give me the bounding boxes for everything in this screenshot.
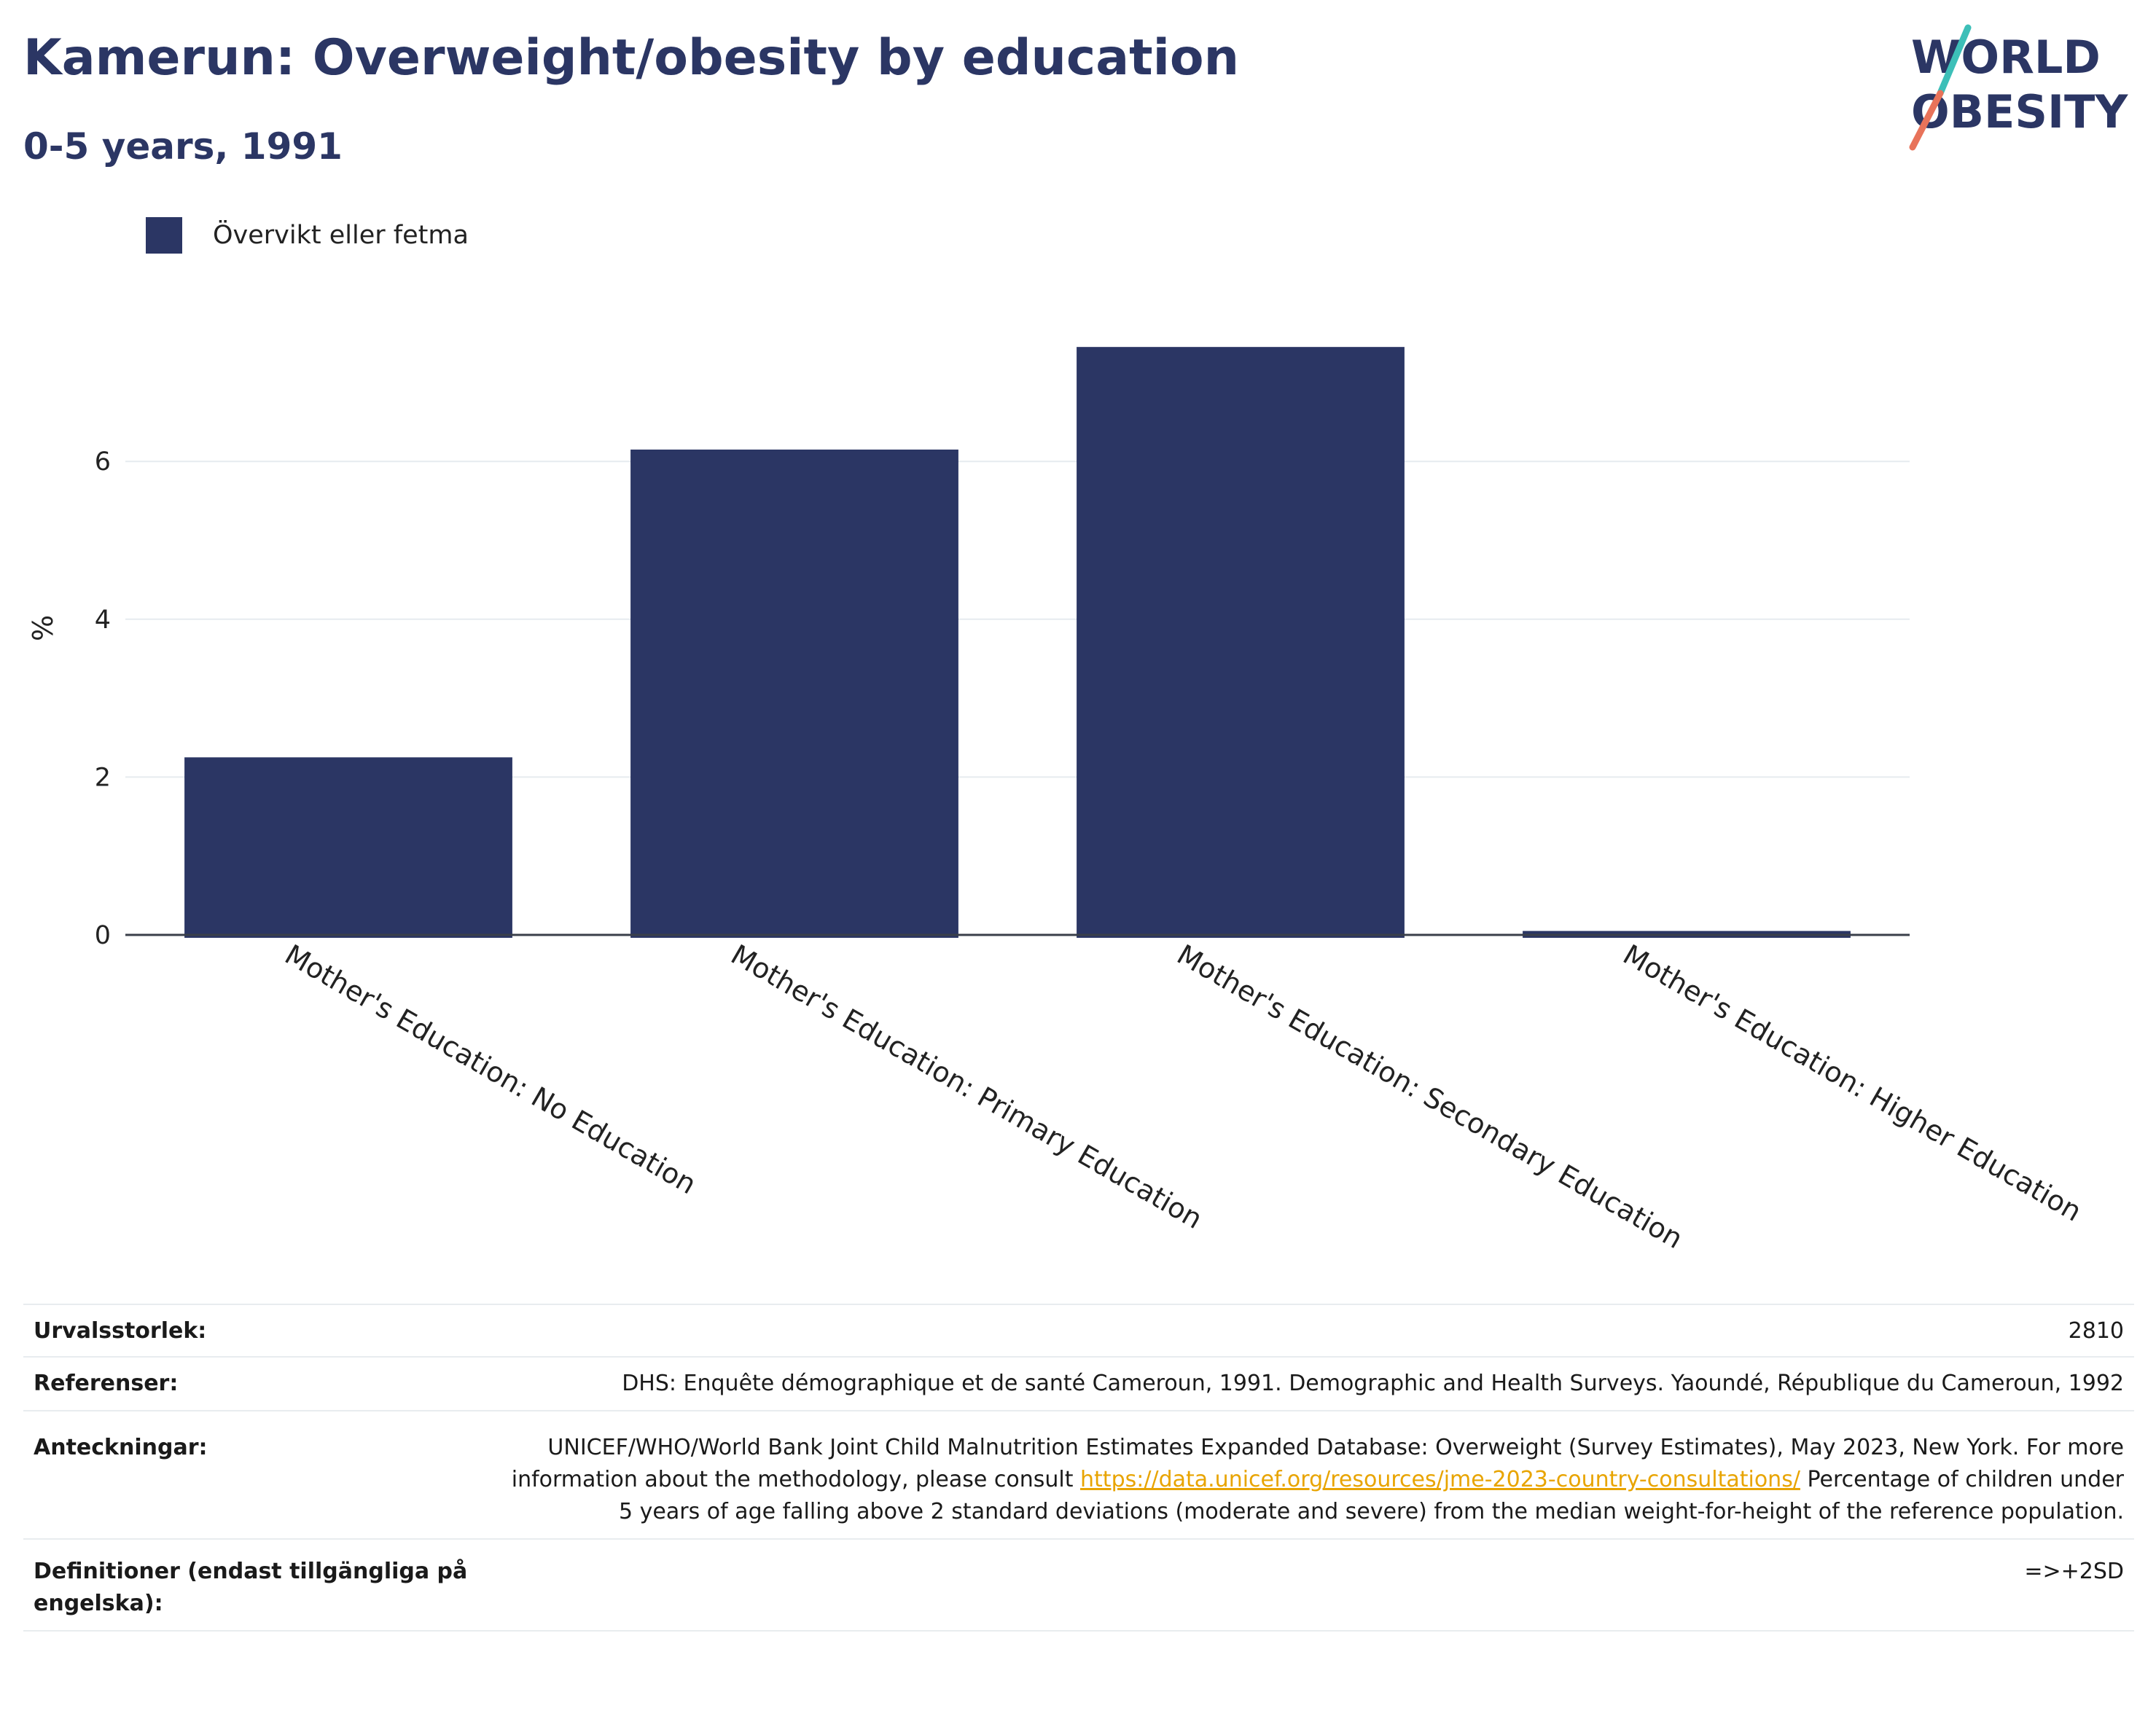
references-row: Referenser: DHS: Enquête démographique e… (23, 1358, 2134, 1411)
definitions-label: Definitioner (endast tillgängliga på eng… (34, 1559, 468, 1616)
page-subtitle: 0-5 years, 1991 (23, 125, 343, 168)
sample-size-value: 2810 (2068, 1318, 2124, 1344)
chart-legend: Övervikt eller fetma (146, 216, 469, 255)
references-value: DHS: Enquête démographique et de santé C… (622, 1371, 2124, 1396)
notes-row: Anteckningar: UNICEF/WHO/World Bank Join… (23, 1411, 2134, 1540)
x-tick-label: Mother's Education: Higher Education (1618, 939, 2087, 1228)
y-tick-label: 4 (95, 606, 111, 635)
sample-size-row: Urvalsstorlek: 2810 (23, 1305, 2134, 1358)
bar (630, 449, 958, 938)
x-tick-label: Mother's Education: No Education (280, 939, 702, 1201)
x-tick-label: Mother's Education: Primary Education (726, 939, 1208, 1235)
y-tick-label: 2 (95, 763, 111, 792)
logo-slash-coral (1909, 90, 1944, 151)
logo-slash-teal (1937, 24, 1972, 97)
bar (184, 757, 512, 938)
legend-label: Övervikt eller fetma (213, 221, 469, 250)
notes-text: UNICEF/WHO/World Bank Joint Child Malnut… (511, 1435, 2124, 1492)
y-tick-label: 6 (95, 447, 111, 477)
sample-size-label: Urvalsstorlek: (34, 1318, 207, 1344)
logo-word-world: WORLD (1911, 31, 2101, 84)
bar (1077, 347, 1405, 938)
references-label: Referenser: (34, 1371, 179, 1396)
legend-swatch (146, 217, 182, 254)
definitions-row: Definitioner (endast tillgängliga på eng… (23, 1540, 2134, 1632)
info-table: Urvalsstorlek: 2810 Referenser: DHS: Enq… (23, 1304, 2134, 1632)
y-axis-label: % (27, 615, 59, 641)
notes-value: UNICEF/WHO/World Bank Joint Child Malnut… (501, 1432, 2134, 1528)
definitions-value: =>+2SD (2024, 1559, 2124, 1584)
notes-label: Anteckningar: (34, 1435, 208, 1460)
notes-text-2: Percentage of children under 5 years of … (619, 1467, 2124, 1524)
logo-word-obesity: OBESITY (1911, 85, 2128, 138)
x-tick-label: Mother's Education: Secondary Education (1172, 939, 1689, 1256)
page-title: Kamerun: Overweight/obesity by education (23, 29, 1240, 87)
methodology-link[interactable]: https://data.unicef.org/resources/jme-20… (1080, 1467, 1800, 1492)
y-tick-label: 0 (95, 921, 111, 950)
world-obesity-logo: WORLD OBESITY (1909, 24, 2128, 151)
